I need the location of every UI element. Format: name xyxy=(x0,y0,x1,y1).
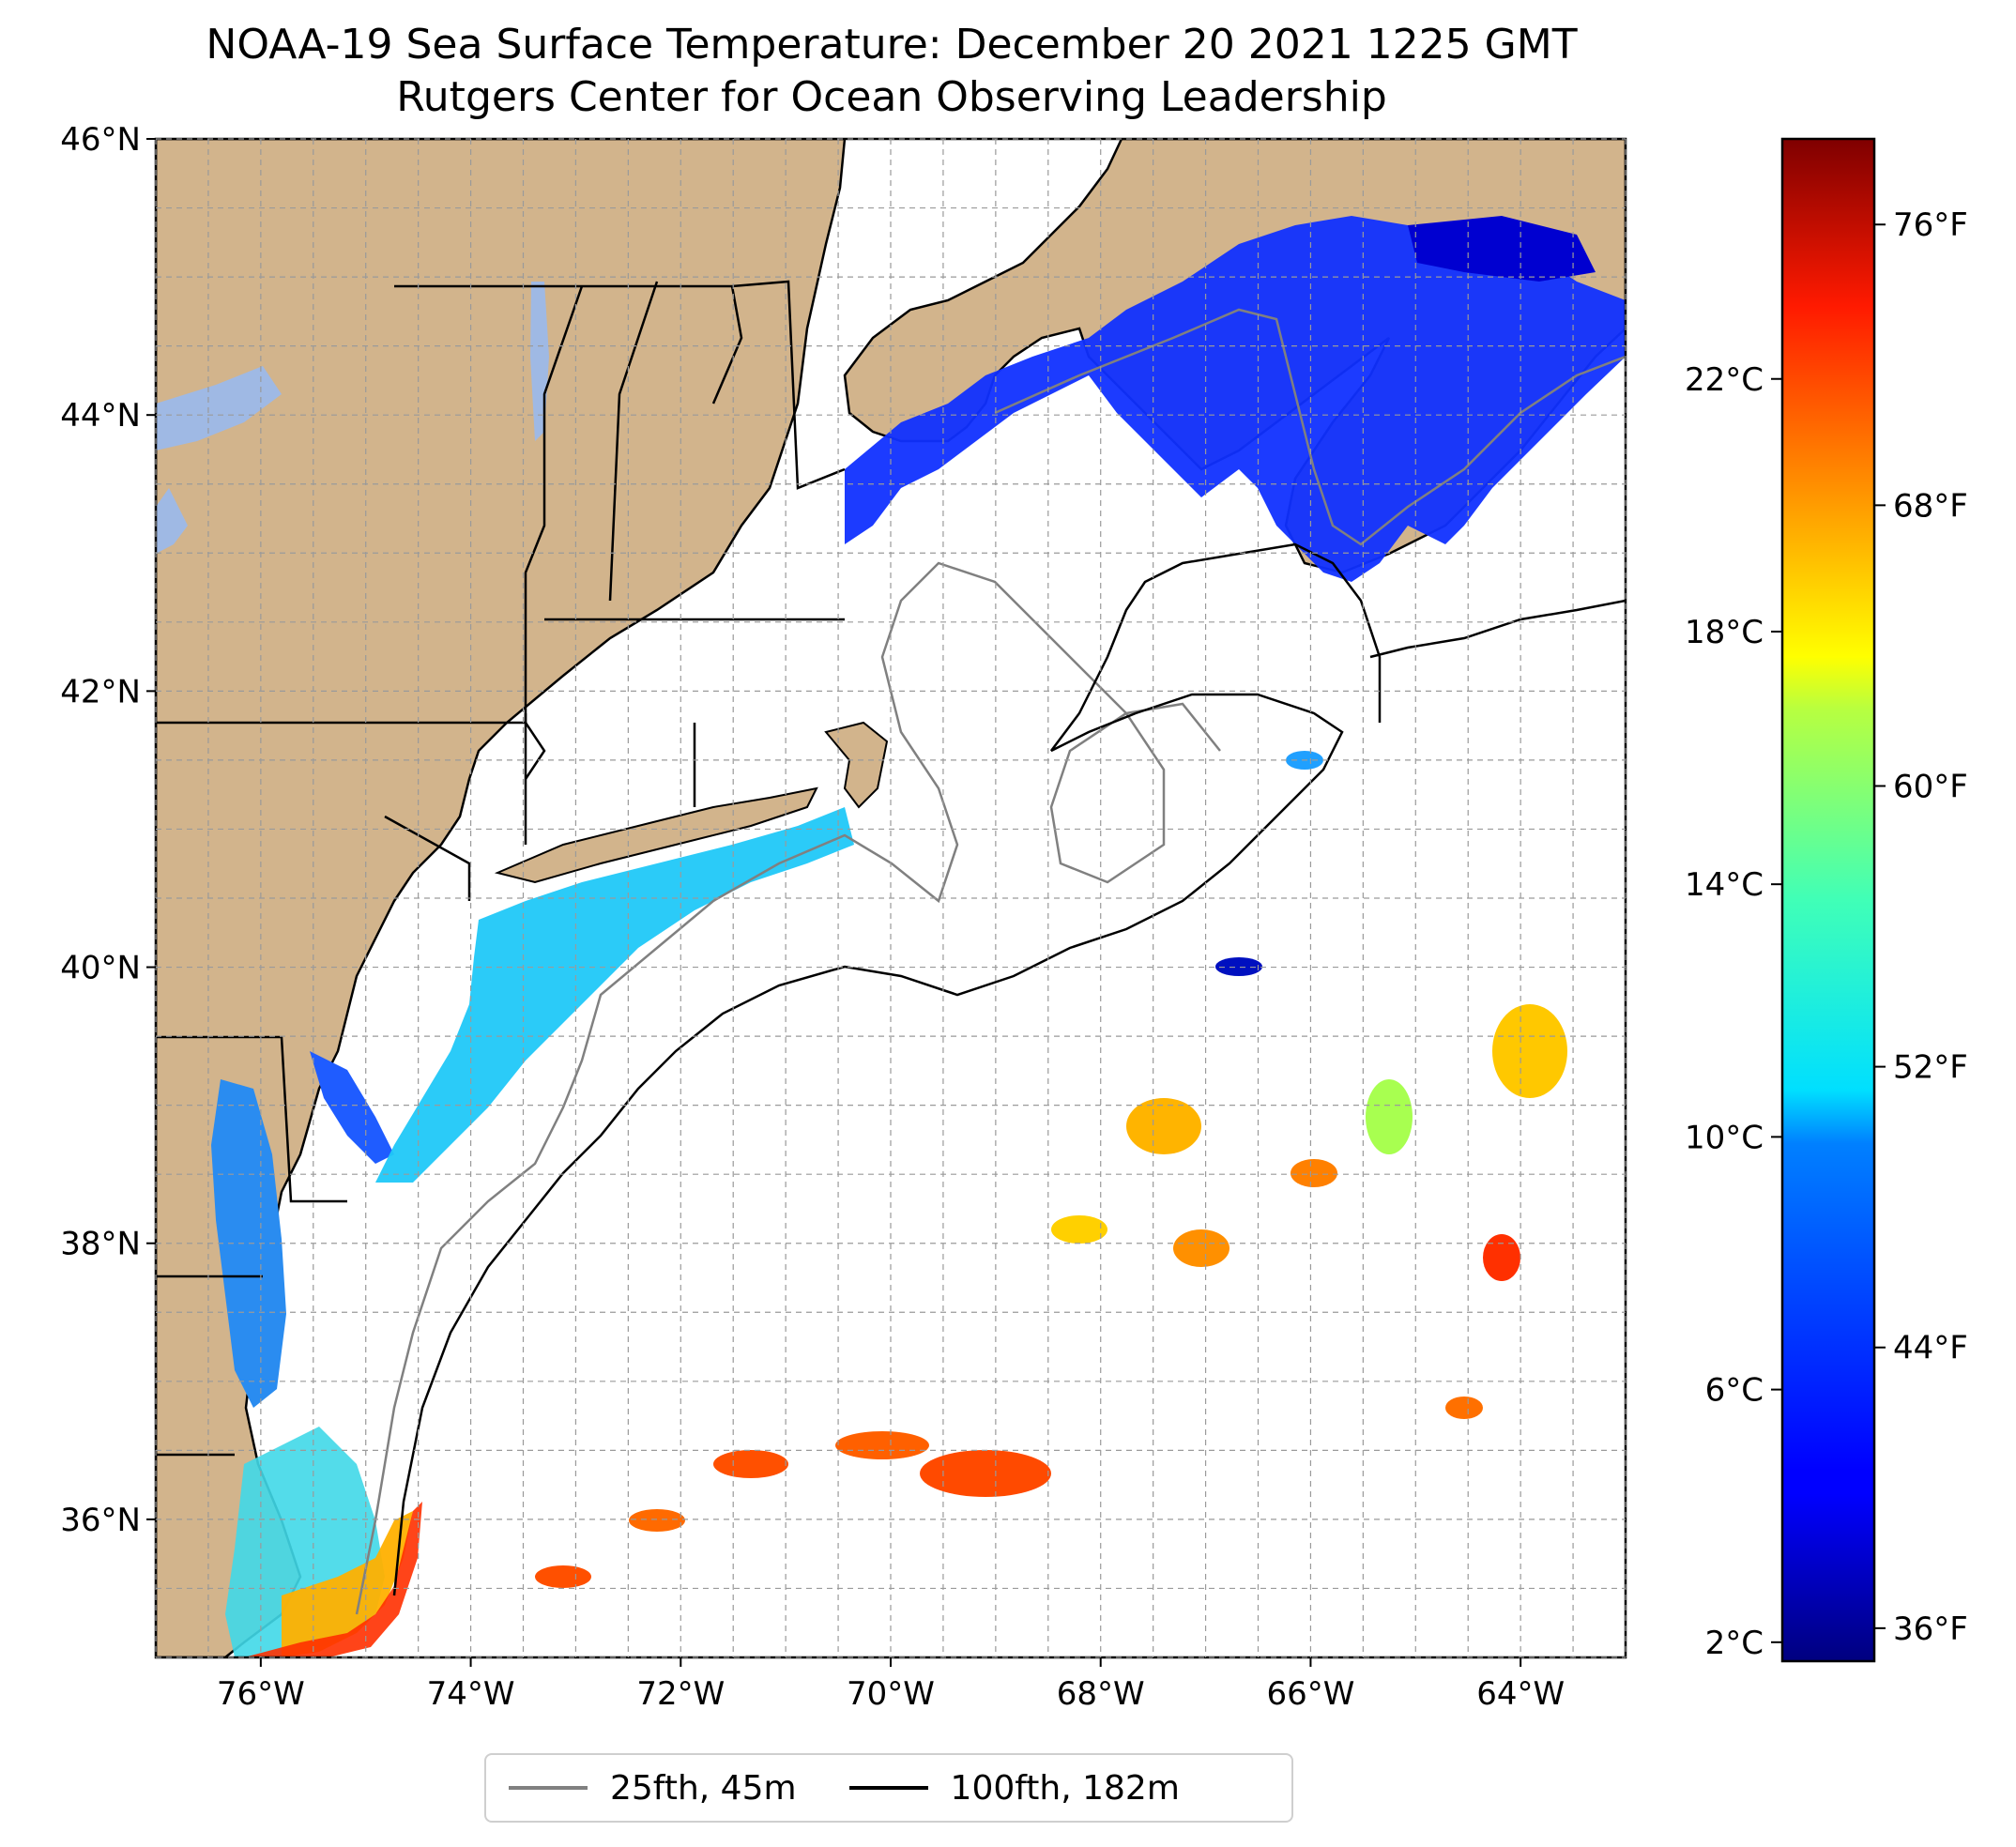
lat-tick-label: 46°N xyxy=(60,121,141,159)
sst-gulf-stream-edge xyxy=(244,1502,422,1657)
lake-ontario xyxy=(156,366,282,450)
cbar-f-tick-label: 52°F xyxy=(1893,1049,1968,1087)
lon-tick-label: 66°W xyxy=(1266,1675,1354,1713)
sst-offshore-patches xyxy=(535,751,1567,1588)
latitude-labels: 46°N 44°N 42°N 40°N 38°N 36°N xyxy=(60,121,156,1539)
lon-tick-label: 72°W xyxy=(636,1675,725,1713)
cbar-f-tick-label: 60°F xyxy=(1893,768,1968,805)
sst-cape-hatteras-warm xyxy=(282,1511,413,1657)
cbar-c-tick-label: 18°C xyxy=(1685,614,1764,651)
lon-tick-label: 70°W xyxy=(847,1675,935,1713)
lake-erie xyxy=(156,488,188,554)
isobath-25fth xyxy=(355,561,1221,1615)
isobath-100fth xyxy=(392,542,1382,1596)
land-cape-cod xyxy=(824,721,889,809)
lon-tick-label: 74°W xyxy=(427,1675,515,1713)
map-grid xyxy=(155,138,1627,1658)
colorbar-celsius-ticks: 2°C 6°C 10°C 14°C 18°C 22°C xyxy=(1685,361,1782,1662)
legend-label-25fth: 25fth, 45m xyxy=(610,1768,797,1808)
sst-bay-of-fundy xyxy=(1408,216,1596,282)
cbar-c-tick-label: 22°C xyxy=(1685,361,1764,399)
lat-tick-label: 40°N xyxy=(60,950,141,987)
chart-title: NOAA-19 Sea Surface Temperature: Decembe… xyxy=(206,21,1578,69)
lat-tick-label: 38°N xyxy=(60,1226,141,1263)
cbar-f-tick-label: 36°F xyxy=(1893,1610,1968,1648)
lon-tick-label: 68°W xyxy=(1057,1675,1145,1713)
lat-tick-label: 36°N xyxy=(60,1502,141,1539)
legend: 25fth, 45m 100fth, 182m xyxy=(484,1753,1293,1823)
legend-swatch-100fth xyxy=(848,1786,928,1790)
legend-label-100fth: 100fth, 182m xyxy=(950,1768,1180,1808)
delaware-bay xyxy=(310,1051,394,1164)
chart-subtitle: Rutgers Center for Ocean Observing Leade… xyxy=(396,73,1387,121)
cbar-f-tick-label: 68°F xyxy=(1893,487,1968,525)
colorbar-fahrenheit-ticks: 36°F 44°F 52°F 60°F 68°F 76°F xyxy=(1874,206,1968,1648)
cbar-c-tick-label: 10°C xyxy=(1685,1119,1764,1156)
cbar-c-tick-label: 6°C xyxy=(1705,1372,1764,1410)
cbar-c-tick-label: 2°C xyxy=(1705,1625,1764,1662)
isobath-100fth-scotian xyxy=(1369,599,1626,659)
lat-tick-label: 42°N xyxy=(60,673,141,710)
lon-tick-label: 64°W xyxy=(1476,1675,1565,1713)
isobath-25fth-nova-scotia xyxy=(994,308,1626,546)
lon-tick-label: 76°W xyxy=(217,1675,305,1713)
sst-mid-atlantic-shelf xyxy=(375,807,854,1183)
lat-tick-label: 44°N xyxy=(60,397,141,435)
legend-swatch-25fth xyxy=(509,1786,588,1790)
state-borders xyxy=(156,280,846,1457)
cbar-c-tick-label: 14°C xyxy=(1685,866,1764,904)
legend-item-25fth: 25fth, 45m xyxy=(509,1769,797,1808)
legend-item-100fth: 100fth, 182m xyxy=(848,1768,1180,1808)
cbar-f-tick-label: 44°F xyxy=(1893,1330,1968,1367)
cbar-f-tick-label: 76°F xyxy=(1893,206,1968,244)
longitude-labels: 76°W 74°W 72°W 70°W 68°W 66°W 64°W xyxy=(217,1657,1565,1713)
colorbar xyxy=(1780,137,1876,1663)
